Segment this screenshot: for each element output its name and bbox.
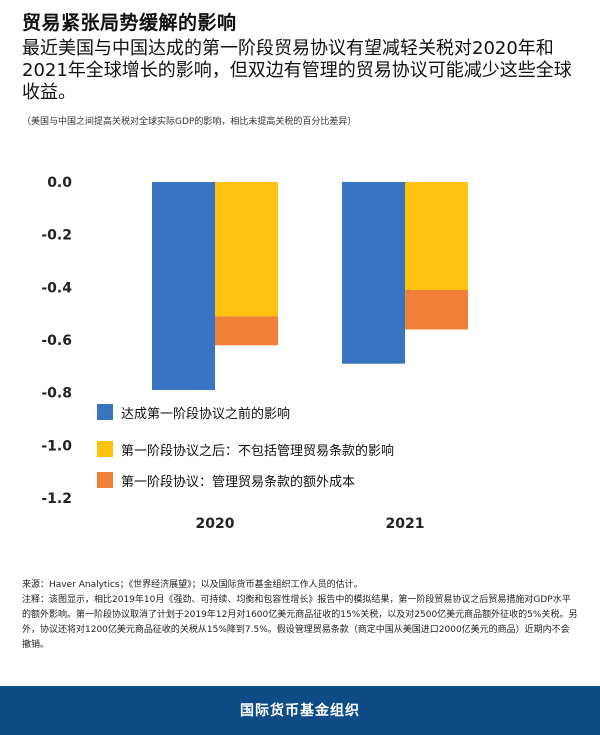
footer-org-name: 国际货币基金组织	[240, 703, 360, 719]
source-note: 来源：Haver Analytics；《世界经济展望》；以及国际货币基金组织工作…	[22, 580, 363, 590]
legend-label: 第一阶段协议：管理贸易条款的额外成本	[121, 474, 355, 490]
legend-swatch	[97, 441, 113, 457]
y-tick-label: -0.2	[41, 228, 72, 244]
legend-swatch	[97, 404, 113, 420]
chart-title: 贸易紧张局势缓解的影响	[22, 12, 237, 34]
notes-block: 来源：Haver Analytics；《世界经济展望》；以及国际货币基金组织工作…	[22, 578, 578, 653]
y-tick-label: -0.4	[41, 280, 72, 296]
bar-2020	[215, 182, 278, 317]
bar-2020	[152, 182, 215, 391]
bar-2020	[215, 316, 278, 346]
y-tick-label: -1.2	[41, 491, 72, 507]
x-tick-label: 2020	[196, 516, 235, 532]
x-tick-label: 2021	[386, 516, 425, 532]
chart-subtitle: 最近美国与中国达成的第一阶段贸易协议有望减轻关税对2020年和2021年全球增长…	[22, 38, 572, 103]
bar-2021	[342, 182, 405, 364]
y-tick-label: 0.0	[47, 175, 72, 191]
explanatory-note: 注释：该图显示，相比2019年10月《强劲、可持续、均衡和包容性增长》报告中的模…	[22, 595, 578, 650]
y-tick-label: -0.8	[41, 386, 72, 402]
bar-chart: 0.0 -0.2 -0.4 -0.6 -0.8 -1.0 -1.2 2020 2021 达成第一阶…	[41, 175, 468, 532]
footer-bar: 国际货币基金组织	[0, 686, 600, 735]
bar-2021	[405, 182, 468, 290]
y-tick-label: -0.6	[41, 333, 72, 349]
y-tick-label: -1.0	[41, 438, 72, 454]
legend-label: 达成第一阶段协议之前的影响	[121, 406, 290, 422]
legend-label: 第一阶段协议之后：不包括管理贸易条款的影响	[121, 443, 394, 459]
bar-2021	[405, 289, 468, 330]
legend-swatch	[97, 472, 113, 488]
chart-caption: （美国与中国之间提高关税对全球实际GDP的影响，相比未提高关税的百分比差异）	[22, 117, 357, 127]
